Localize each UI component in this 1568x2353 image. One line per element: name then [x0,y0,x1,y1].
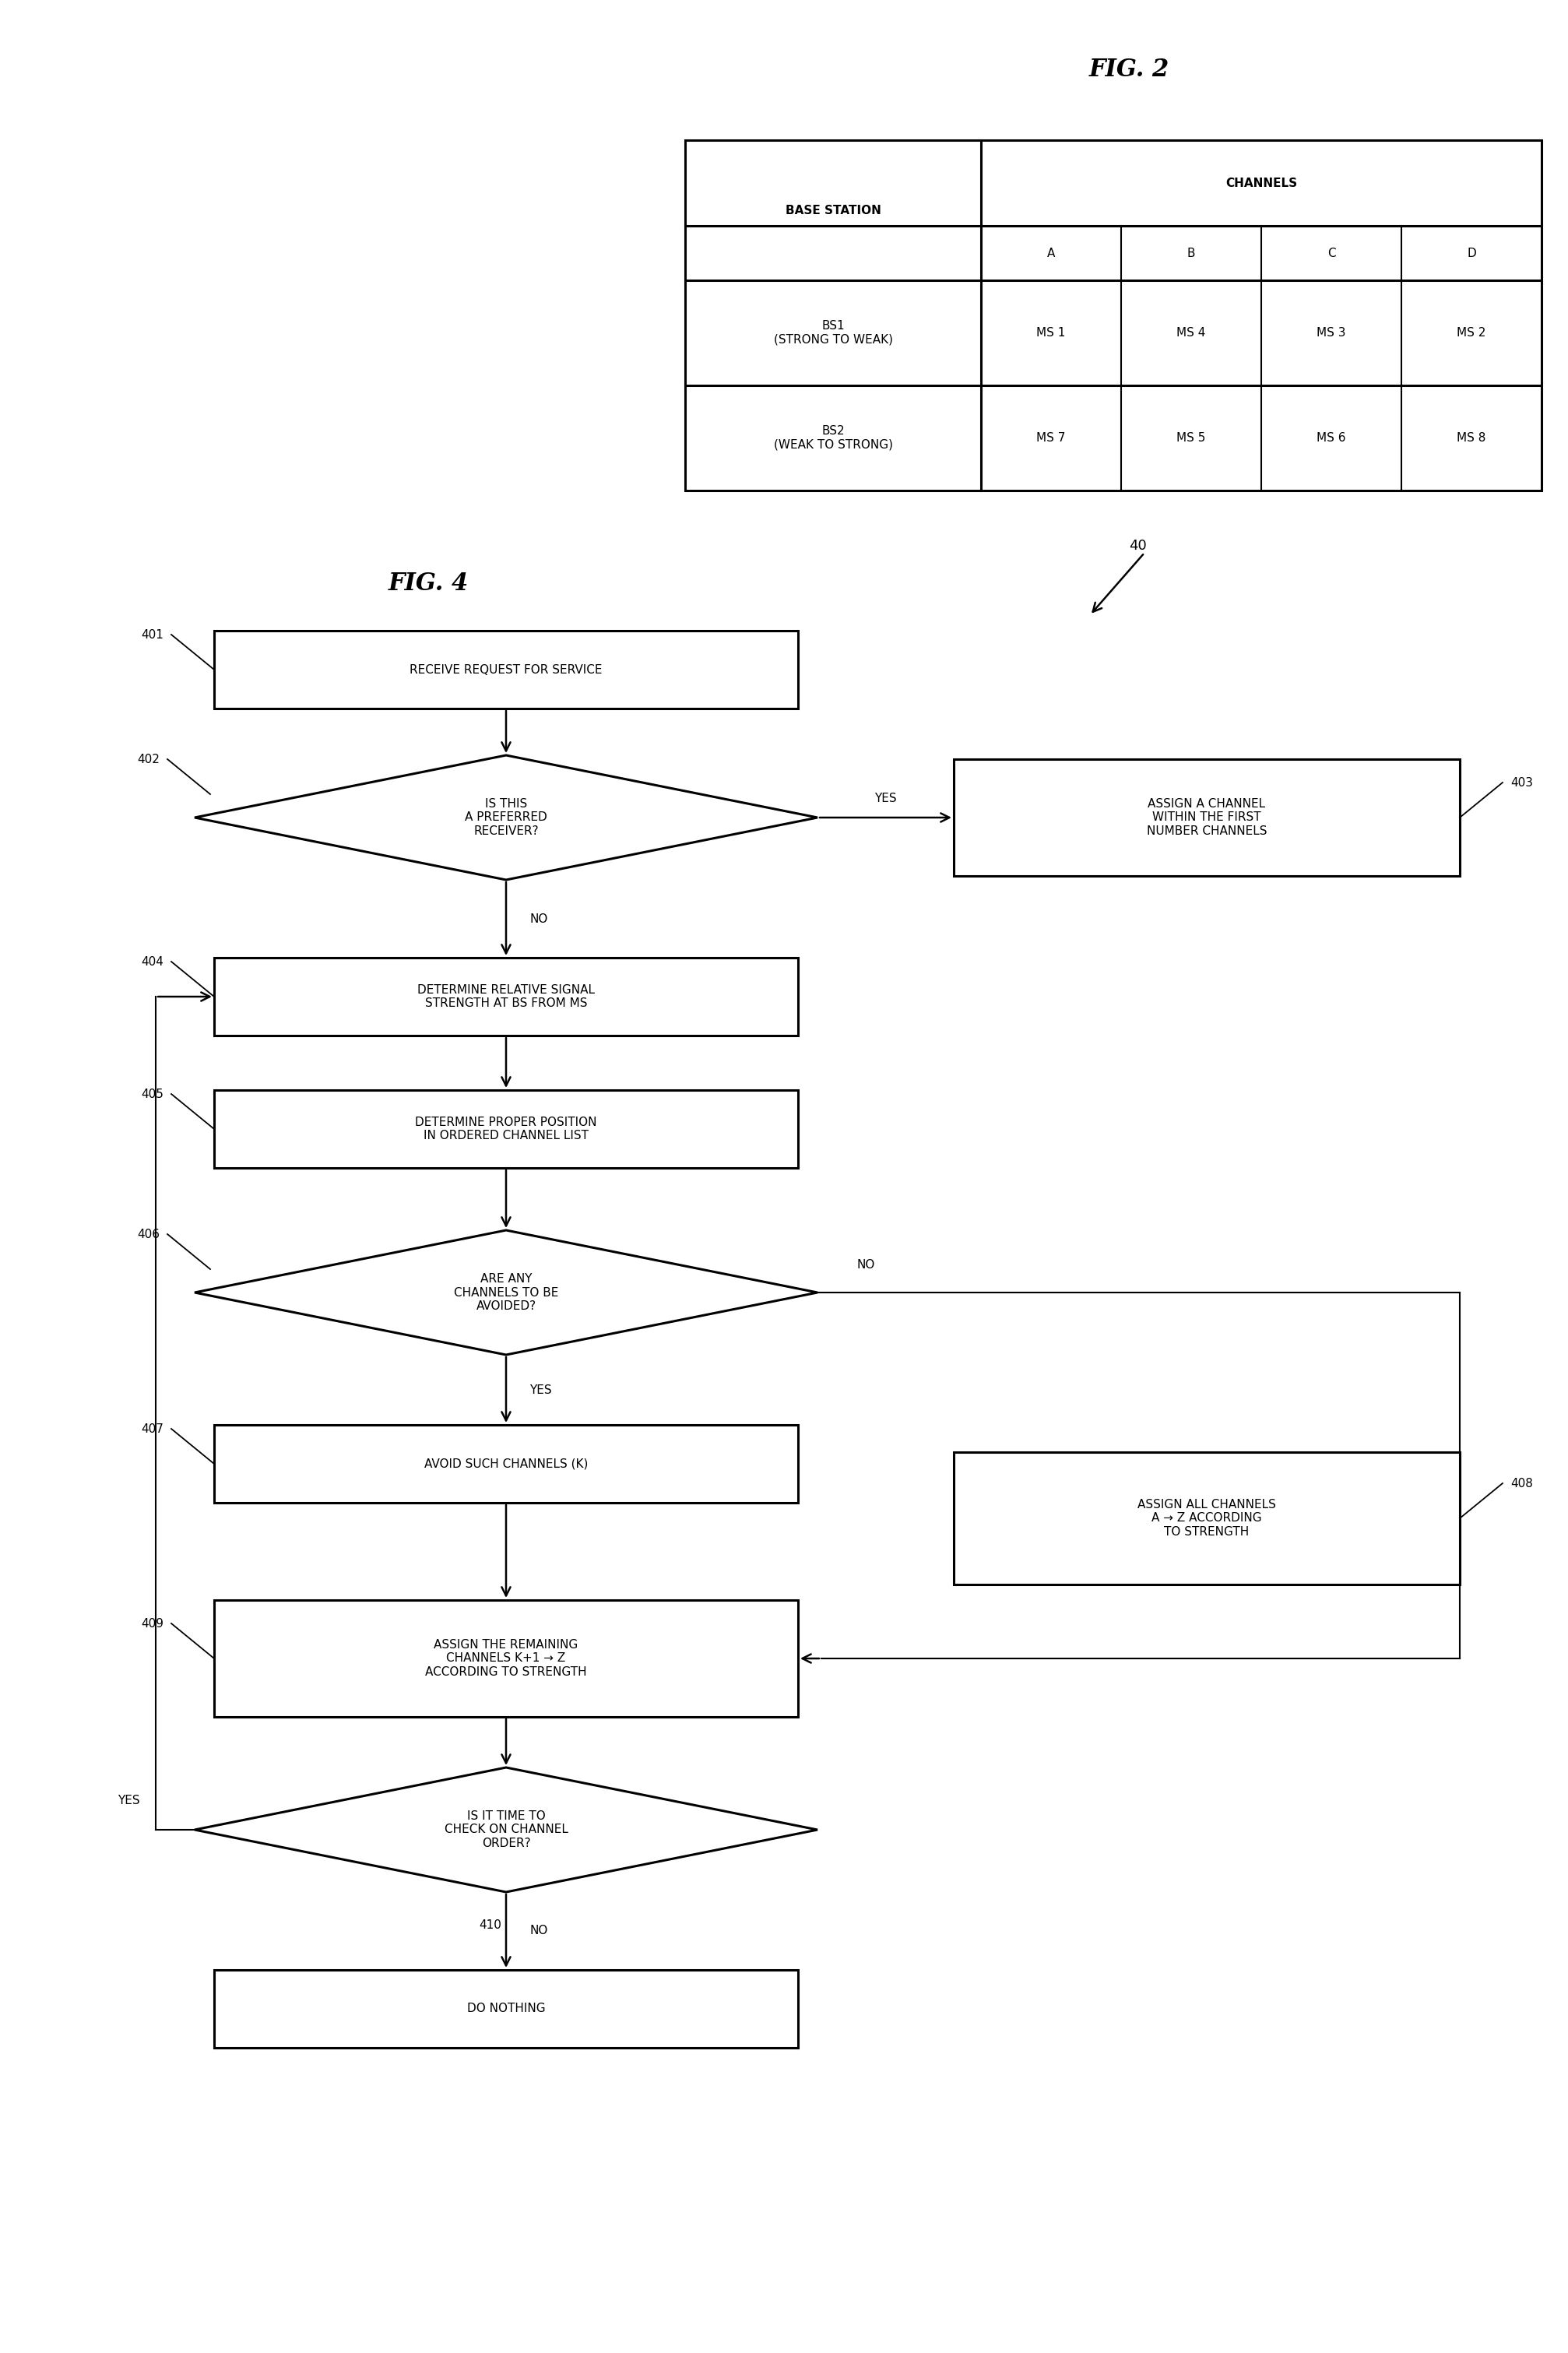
Bar [215,1969,798,2047]
Text: 405: 405 [141,1087,163,1099]
Bar [215,1426,798,1504]
Text: 402: 402 [136,753,160,765]
Text: MS 2: MS 2 [1457,327,1486,339]
Bar [215,958,798,1035]
Text: 408: 408 [1510,1478,1534,1489]
Text: MS 4: MS 4 [1176,327,1206,339]
Bar [215,1089,798,1167]
Text: YES: YES [530,1384,552,1395]
Polygon shape [194,1767,817,1892]
Text: DETERMINE PROPER POSITION
IN ORDERED CHANNEL LIST: DETERMINE PROPER POSITION IN ORDERED CHA… [416,1115,597,1141]
Text: ASSIGN THE REMAINING
CHANNELS K+1 → Z
ACCORDING TO STRENGTH: ASSIGN THE REMAINING CHANNELS K+1 → Z AC… [425,1640,586,1678]
Text: MS 6: MS 6 [1317,433,1345,445]
Text: B: B [1187,247,1195,259]
Text: D: D [1468,247,1475,259]
Text: 410: 410 [480,1920,502,1932]
Text: 40: 40 [1129,539,1146,553]
Text: ASSIGN ALL CHANNELS
A → Z ACCORDING
TO STRENGTH: ASSIGN ALL CHANNELS A → Z ACCORDING TO S… [1137,1499,1276,1539]
Text: 401: 401 [141,628,163,640]
Text: CHANNELS: CHANNELS [1225,176,1297,188]
Polygon shape [194,1231,817,1355]
Text: NO: NO [530,913,547,925]
Text: ASSIGN A CHANNEL
WITHIN THE FIRST
NUMBER CHANNELS: ASSIGN A CHANNEL WITHIN THE FIRST NUMBER… [1146,798,1267,838]
Text: ARE ANY
CHANNELS TO BE
AVOIDED?: ARE ANY CHANNELS TO BE AVOIDED? [453,1273,558,1313]
Text: C: C [1327,247,1336,259]
Text: FIG. 4: FIG. 4 [387,572,469,595]
Text: BS2
(WEAK TO STRONG): BS2 (WEAK TO STRONG) [773,426,892,449]
Text: BS1
(STRONG TO WEAK): BS1 (STRONG TO WEAK) [773,320,892,346]
Text: BASE STATION: BASE STATION [786,205,881,216]
Text: AVOID SUCH CHANNELS (K): AVOID SUCH CHANNELS (K) [425,1459,588,1471]
Bar [215,631,798,708]
Bar [685,141,1541,489]
Text: 409: 409 [141,1617,163,1628]
Text: 403: 403 [1510,776,1534,788]
Text: YES: YES [875,793,897,805]
Text: MS 7: MS 7 [1036,433,1066,445]
Text: FIG. 2: FIG. 2 [1088,59,1170,82]
Text: MS 3: MS 3 [1317,327,1345,339]
Text: MS 1: MS 1 [1036,327,1066,339]
Text: DO NOTHING: DO NOTHING [467,2002,546,2014]
Text: RECEIVE REQUEST FOR SERVICE: RECEIVE REQUEST FOR SERVICE [409,664,602,675]
Text: 404: 404 [141,955,163,967]
Bar [953,760,1460,875]
Text: YES: YES [118,1795,140,1807]
Text: MS 5: MS 5 [1176,433,1206,445]
Text: DETERMINE RELATIVE SIGNAL
STRENGTH AT BS FROM MS: DETERMINE RELATIVE SIGNAL STRENGTH AT BS… [417,984,594,1009]
Text: NO: NO [856,1259,875,1271]
Text: 407: 407 [141,1424,163,1435]
Text: 406: 406 [136,1228,160,1240]
Text: A: A [1047,247,1055,259]
Text: NO: NO [530,1925,547,1937]
Text: MS 8: MS 8 [1457,433,1486,445]
Text: IS IT TIME TO
CHECK ON CHANNEL
ORDER?: IS IT TIME TO CHECK ON CHANNEL ORDER? [444,1809,568,1849]
Polygon shape [194,755,817,880]
Bar [953,1452,1460,1584]
Text: IS THIS
A PREFERRED
RECEIVER?: IS THIS A PREFERRED RECEIVER? [464,798,547,838]
Bar [215,1600,798,1718]
